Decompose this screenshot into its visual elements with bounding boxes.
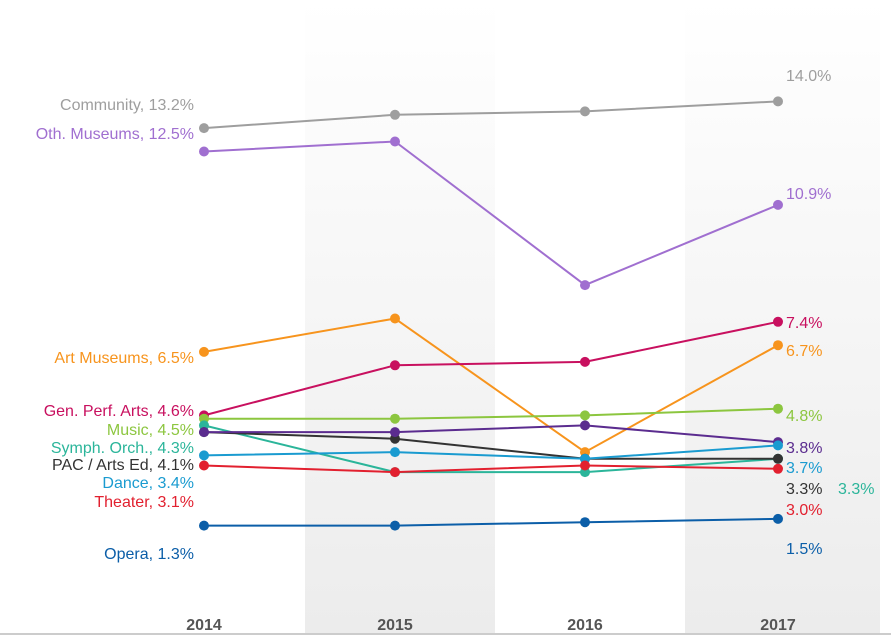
data-point [199, 520, 209, 531]
series-line [203, 424, 779, 474]
data-point [390, 136, 400, 147]
series-end-label: 1.5% [786, 541, 822, 558]
data-point [773, 463, 783, 474]
series-end-label: 7.4% [786, 315, 822, 332]
series-end-label: 3.3% [786, 481, 822, 498]
data-point [199, 450, 209, 461]
series-line [203, 464, 779, 474]
data-point [199, 146, 209, 157]
series-start-label: PAC / Arts Ed, 4.1% [52, 457, 194, 474]
x-axis-ticks: 2014 2015 2016 2017 [186, 617, 796, 634]
data-point [773, 403, 783, 414]
data-point [580, 460, 590, 471]
series-end-label: 3.7% [786, 460, 822, 477]
data-point [580, 356, 590, 367]
series-line [203, 100, 779, 130]
series-line [204, 424, 779, 444]
data-point [390, 313, 400, 324]
column-band-2 [685, 0, 880, 634]
label-group: Community, 13.2% 14.0% Oth. Museums, 12.5%… [36, 68, 875, 563]
series-start-label: Theater, 3.1% [94, 494, 194, 511]
data-point [580, 410, 590, 421]
series-end-label: 14.0% [786, 68, 831, 85]
series-start-label: Music, 4.5% [107, 422, 194, 439]
series-line [203, 444, 779, 460]
series-end-label: 3.8% [786, 440, 822, 457]
x-tick-label: 2017 [760, 617, 796, 634]
series-group [199, 96, 783, 531]
data-point [580, 517, 590, 528]
data-point [390, 520, 400, 531]
series-line [204, 517, 779, 527]
series-start-label: Dance, 3.4% [102, 475, 194, 492]
series-start-label: Oth. Museums, 12.5% [36, 126, 194, 143]
data-point [580, 280, 590, 291]
data-point [390, 467, 400, 478]
data-point [580, 420, 590, 431]
data-point [390, 427, 400, 438]
series-start-label: Symph. Orch., 4.3% [51, 440, 194, 457]
series-line [204, 407, 779, 420]
data-point [199, 427, 209, 438]
series-line [203, 320, 779, 417]
data-point [199, 346, 209, 357]
series-line [203, 317, 779, 454]
data-point [773, 199, 783, 210]
data-point [199, 460, 209, 471]
series-end-label: 4.8% [786, 408, 822, 425]
series-end-label: 3.0% [786, 502, 822, 519]
data-point [773, 96, 783, 107]
series-end-label: 6.7% [786, 343, 822, 360]
series-line [203, 140, 779, 287]
data-point [773, 513, 783, 524]
series-end-label: 10.9% [786, 186, 831, 203]
series-start-label: Gen. Perf. Arts, 4.6% [44, 403, 194, 420]
series-start-label: Opera, 1.3% [104, 546, 194, 563]
data-point [390, 447, 400, 458]
series-start-label: Art Museums, 6.5% [54, 350, 194, 367]
data-point [773, 340, 783, 351]
data-point [773, 440, 783, 451]
series-line [203, 431, 778, 460]
series-start-label: Community, 13.2% [60, 97, 194, 114]
series-end-label: 3.3% [838, 481, 874, 498]
data-point [390, 413, 400, 424]
column-bands [305, 0, 880, 634]
x-tick-label: 2016 [567, 617, 603, 634]
data-point [390, 360, 400, 371]
column-band-1 [305, 0, 495, 634]
data-point [199, 123, 209, 134]
data-point [773, 316, 783, 327]
x-tick-label: 2015 [377, 617, 413, 634]
data-point [390, 109, 400, 120]
x-tick-label: 2014 [186, 617, 222, 634]
data-point [773, 453, 783, 464]
data-point [580, 106, 590, 117]
